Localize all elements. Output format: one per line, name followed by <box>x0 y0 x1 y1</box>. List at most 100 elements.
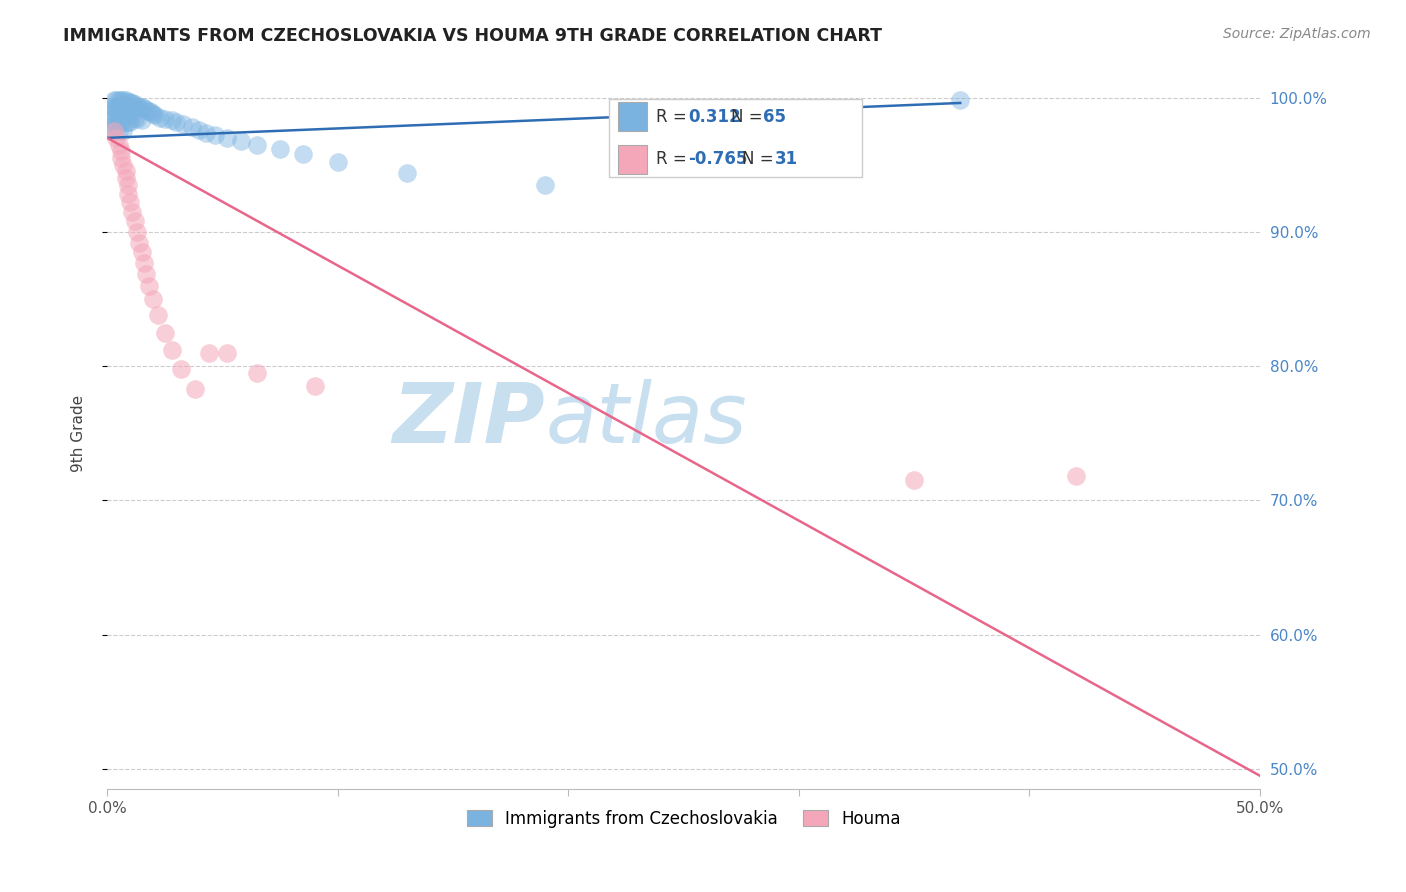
Point <box>534 178 557 192</box>
Point <box>114 93 136 107</box>
Point <box>138 278 160 293</box>
Point <box>165 115 187 129</box>
Point <box>142 106 165 120</box>
Point <box>105 93 128 107</box>
Point <box>100 111 122 125</box>
Point <box>145 108 167 122</box>
Point <box>142 292 165 306</box>
Point <box>120 195 142 210</box>
Point <box>204 128 226 143</box>
Point <box>215 131 238 145</box>
Point <box>172 118 194 132</box>
Point <box>125 112 148 126</box>
Point <box>117 95 139 109</box>
Point <box>120 115 142 129</box>
Text: ZIP: ZIP <box>392 378 546 459</box>
Point <box>117 103 139 118</box>
FancyBboxPatch shape <box>617 103 647 131</box>
Point <box>112 111 135 125</box>
Point <box>107 137 129 152</box>
FancyBboxPatch shape <box>609 99 862 178</box>
Point <box>110 145 132 159</box>
Point <box>903 473 925 487</box>
Point <box>110 115 132 129</box>
Point <box>121 95 143 110</box>
Text: IMMIGRANTS FROM CZECHOSLOVAKIA VS HOUMA 9TH GRADE CORRELATION CHART: IMMIGRANTS FROM CZECHOSLOVAKIA VS HOUMA … <box>63 27 883 45</box>
Point <box>246 366 269 380</box>
Text: R =: R = <box>655 108 692 126</box>
Text: -0.765: -0.765 <box>688 150 748 169</box>
Point <box>183 382 205 396</box>
Point <box>131 100 153 114</box>
Point <box>114 100 136 114</box>
Point <box>103 124 125 138</box>
Text: Source: ZipAtlas.com: Source: ZipAtlas.com <box>1223 27 1371 41</box>
Point <box>107 124 129 138</box>
Point <box>98 106 121 120</box>
Text: 31: 31 <box>775 150 797 169</box>
Point <box>181 120 204 135</box>
Point <box>124 214 146 228</box>
Point <box>160 343 183 357</box>
Point <box>110 93 132 107</box>
Point <box>125 225 148 239</box>
Point <box>139 105 162 120</box>
Point <box>124 111 146 125</box>
Point <box>188 123 211 137</box>
Point <box>114 115 136 129</box>
Point <box>117 178 139 192</box>
Text: N =: N = <box>742 150 779 169</box>
Point <box>135 267 157 281</box>
Point <box>114 164 136 178</box>
Point <box>128 100 150 114</box>
Point <box>121 106 143 120</box>
Point <box>128 235 150 250</box>
Point <box>292 147 315 161</box>
Point <box>153 326 176 340</box>
Text: R =: R = <box>655 150 692 169</box>
Point <box>112 124 135 138</box>
Point <box>395 166 418 180</box>
Text: 0.312: 0.312 <box>688 108 741 126</box>
Point <box>160 113 183 128</box>
Point <box>131 113 153 128</box>
Point <box>215 345 238 359</box>
Y-axis label: 9th Grade: 9th Grade <box>72 395 86 472</box>
Point <box>326 155 349 169</box>
Point <box>125 98 148 112</box>
Point <box>103 101 125 115</box>
Point <box>114 171 136 186</box>
Point <box>105 120 128 135</box>
Point <box>304 379 326 393</box>
Point <box>103 93 125 107</box>
Point <box>103 115 125 129</box>
Point <box>105 106 128 120</box>
Point <box>246 137 269 152</box>
Point <box>100 100 122 114</box>
Point <box>132 256 155 270</box>
Point <box>149 111 172 125</box>
Point <box>105 100 128 114</box>
Point <box>110 151 132 165</box>
Point <box>229 134 252 148</box>
Point <box>195 126 218 140</box>
Point <box>1064 469 1087 483</box>
Point <box>120 95 142 109</box>
Text: 65: 65 <box>763 108 786 126</box>
Point <box>110 101 132 115</box>
Point <box>132 101 155 115</box>
Point <box>135 103 157 117</box>
Point <box>197 345 219 359</box>
Text: atlas: atlas <box>546 378 747 459</box>
Point <box>121 204 143 219</box>
Legend: Immigrants from Czechoslovakia, Houma: Immigrants from Czechoslovakia, Houma <box>460 803 907 834</box>
Point <box>105 131 128 145</box>
Point <box>107 93 129 107</box>
Point <box>170 362 193 376</box>
Point <box>949 93 972 107</box>
Point <box>146 308 169 322</box>
Point <box>112 158 135 172</box>
Point <box>100 124 122 138</box>
Point <box>131 245 153 260</box>
Point <box>117 187 139 202</box>
